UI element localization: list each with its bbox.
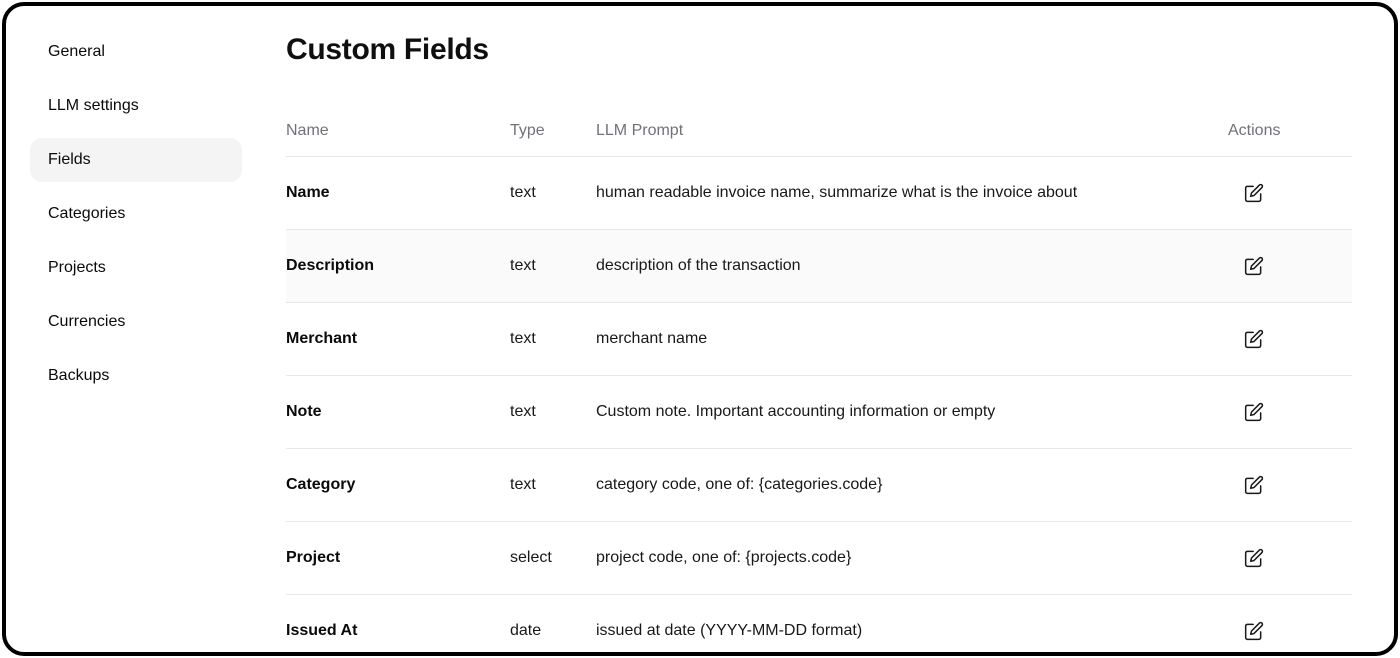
sidebar-item-label: Categories bbox=[48, 205, 126, 222]
edit-icon bbox=[1244, 183, 1264, 203]
field-type: text bbox=[510, 257, 536, 274]
column-header-type: Type bbox=[510, 122, 545, 139]
sidebar-item-fields[interactable]: Fields bbox=[30, 138, 242, 182]
edit-field-button[interactable] bbox=[1242, 181, 1266, 205]
field-type: text bbox=[510, 476, 536, 493]
field-prompt: Custom note. Important accounting inform… bbox=[596, 403, 996, 420]
column-header-prompt: LLM Prompt bbox=[596, 122, 684, 139]
table-row: Project select project code, one of: {pr… bbox=[286, 521, 1352, 594]
field-name: Merchant bbox=[286, 330, 358, 347]
field-prompt: description of the transaction bbox=[596, 257, 801, 274]
table-row: Note text Custom note. Important account… bbox=[286, 375, 1352, 448]
table-row: Issued At date issued at date (YYYY-MM-D… bbox=[286, 594, 1352, 652]
sidebar-item-currencies[interactable]: Currencies bbox=[30, 300, 242, 344]
field-name: Issued At bbox=[286, 622, 358, 639]
field-type: text bbox=[510, 184, 536, 201]
field-type: text bbox=[510, 330, 536, 347]
column-header-actions: Actions bbox=[1228, 122, 1281, 139]
custom-fields-table: Name Type LLM Prompt Actions Name text h… bbox=[286, 106, 1352, 652]
sidebar-item-backups[interactable]: Backups bbox=[30, 354, 242, 398]
column-header-name: Name bbox=[286, 122, 329, 139]
table-row: Merchant text merchant name bbox=[286, 302, 1352, 375]
edit-icon bbox=[1244, 621, 1264, 641]
field-type: date bbox=[510, 622, 542, 639]
field-type: select bbox=[510, 549, 552, 566]
edit-icon bbox=[1244, 548, 1264, 568]
sidebar-item-llm-settings[interactable]: LLM settings bbox=[30, 84, 242, 128]
sidebar-item-label: General bbox=[48, 43, 105, 60]
sidebar-item-categories[interactable]: Categories bbox=[30, 192, 242, 236]
field-name: Project bbox=[286, 549, 341, 566]
sidebar-item-general[interactable]: General bbox=[30, 30, 242, 74]
sidebar-item-label: Currencies bbox=[48, 313, 126, 330]
edit-icon bbox=[1244, 329, 1264, 349]
edit-field-button[interactable] bbox=[1242, 619, 1266, 643]
sidebar-item-projects[interactable]: Projects bbox=[30, 246, 242, 290]
table-row: Description text description of the tran… bbox=[286, 229, 1352, 302]
sidebar-item-label: LLM settings bbox=[48, 97, 139, 114]
field-prompt: category code, one of: {categories.code} bbox=[596, 476, 883, 493]
edit-field-button[interactable] bbox=[1242, 400, 1266, 424]
edit-field-button[interactable] bbox=[1242, 546, 1266, 570]
field-name: Category bbox=[286, 476, 356, 493]
edit-field-button[interactable] bbox=[1242, 254, 1266, 278]
sidebar-item-label: Fields bbox=[48, 151, 91, 168]
field-prompt: issued at date (YYYY-MM-DD format) bbox=[596, 622, 863, 639]
field-type: text bbox=[510, 403, 536, 420]
edit-field-button[interactable] bbox=[1242, 327, 1266, 351]
edit-field-button[interactable] bbox=[1242, 473, 1266, 497]
field-name: Name bbox=[286, 184, 330, 201]
edit-icon bbox=[1244, 256, 1264, 276]
settings-sidebar: General LLM settings Fields Categories P… bbox=[6, 6, 286, 652]
table-row: Name text human readable invoice name, s… bbox=[286, 157, 1352, 229]
main-content: Custom Fields Name Type LLM Prompt Actio… bbox=[286, 6, 1394, 652]
field-name: Description bbox=[286, 257, 375, 274]
sidebar-item-label: Backups bbox=[48, 367, 110, 384]
field-prompt: project code, one of: {projects.code} bbox=[596, 549, 852, 566]
table-body: Name text human readable invoice name, s… bbox=[286, 157, 1352, 652]
field-prompt: human readable invoice name, summarize w… bbox=[596, 184, 1078, 201]
field-prompt: merchant name bbox=[596, 330, 708, 347]
table-row: Category text category code, one of: {ca… bbox=[286, 448, 1352, 521]
page-title: Custom Fields bbox=[286, 33, 489, 66]
field-name: Note bbox=[286, 403, 322, 420]
table-header-row: Name Type LLM Prompt Actions bbox=[286, 106, 1352, 157]
edit-icon bbox=[1244, 475, 1264, 495]
sidebar-item-label: Projects bbox=[48, 259, 106, 276]
edit-icon bbox=[1244, 402, 1264, 422]
